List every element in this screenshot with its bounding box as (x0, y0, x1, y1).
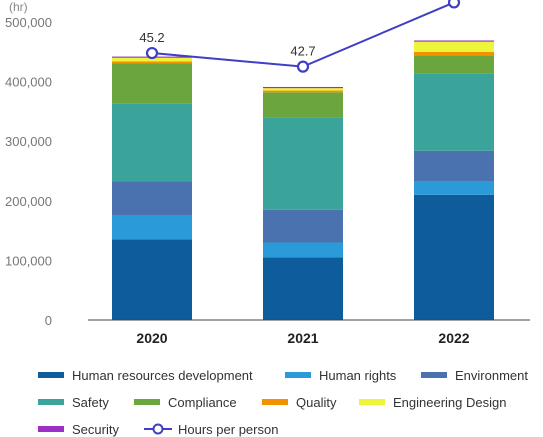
x-category-label: 2022 (438, 330, 469, 346)
y-axis-unit-label: (hr) (9, 0, 28, 14)
x-category-label: 2021 (287, 330, 318, 346)
legend-swatch (38, 426, 64, 432)
bar-segment (112, 215, 192, 240)
bar-segment (263, 117, 343, 210)
bar-segment (414, 41, 494, 52)
legend-label: Human rights (319, 368, 397, 383)
y-tick-label: 400,000 (5, 75, 52, 90)
legend-swatch (134, 399, 160, 405)
bar-segment (414, 51, 494, 56)
legend-label: Environment (455, 368, 528, 383)
bar-segment (112, 61, 192, 64)
bar-segment (263, 88, 343, 91)
bar-segment (414, 40, 494, 42)
bar-segment (414, 150, 494, 182)
legend-swatch (262, 399, 288, 405)
bar-segment (263, 86, 343, 89)
legend-label: Engineering Design (393, 395, 506, 410)
line-point (447, 0, 461, 9)
hours-per-person-line: 45.242.754.5 (139, 0, 461, 73)
legend-swatch (38, 399, 64, 405)
line-data-label: 45.2 (139, 30, 164, 45)
bar-segment (414, 194, 494, 320)
legend-line-marker (152, 423, 164, 435)
x-axis-category-labels: 2020 2021 2022 (136, 330, 469, 346)
bar-segment (112, 181, 192, 216)
legend-label: Human resources development (72, 368, 253, 383)
bar-segment (112, 103, 192, 182)
legend-swatch (38, 372, 64, 378)
y-tick-label: 500,000 (5, 15, 52, 30)
y-tick-label: 100,000 (5, 253, 52, 268)
legend-label: Hours per person (178, 422, 278, 437)
bar-segment (112, 63, 192, 104)
line-point (145, 46, 159, 60)
bar-segment (414, 73, 494, 151)
bar-segment (112, 57, 192, 62)
line-point (296, 60, 310, 73)
legend: Human resources development Human rights E… (38, 368, 528, 437)
bar-segment (263, 242, 343, 258)
legend-swatch (421, 372, 447, 378)
legend-label: Compliance (168, 395, 237, 410)
bar-segment (263, 257, 343, 320)
bar-segment (263, 90, 343, 93)
bar-segment (112, 239, 192, 320)
line-data-label: 42.7 (290, 44, 315, 59)
y-tick-label: 0 (45, 313, 52, 328)
bar-stacks (112, 40, 494, 320)
legend-swatch (285, 372, 311, 378)
legend-label: Quality (296, 395, 337, 410)
legend-label: Safety (72, 395, 109, 410)
bar-segment (414, 55, 494, 74)
legend-label: Security (72, 422, 119, 437)
y-axis-tick-labels: 0 100,000 200,000 300,000 400,000 500,000 (5, 15, 52, 328)
x-category-label: 2020 (136, 330, 167, 346)
y-tick-label: 300,000 (5, 134, 52, 149)
bar-segment (414, 181, 494, 195)
y-tick-label: 200,000 (5, 194, 52, 209)
bar-segment (263, 92, 343, 118)
bar-segment (263, 209, 343, 243)
legend-swatch (359, 399, 385, 405)
